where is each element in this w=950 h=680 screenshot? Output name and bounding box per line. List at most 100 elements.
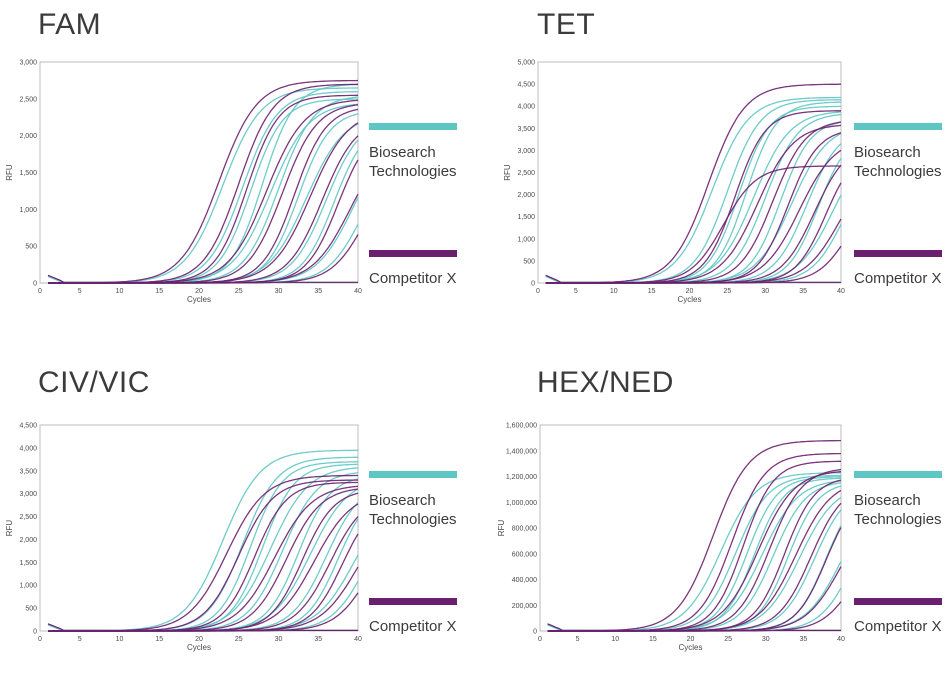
x-axis-label: Cycles [187,295,211,304]
competitor-curve [48,485,359,632]
biosearch-curve [545,194,842,284]
x-tick-label: 20 [195,636,203,643]
y-tick-label: 4,500 [19,423,37,430]
biosearch-curve [48,96,359,284]
x-tick-label: 35 [799,288,807,295]
x-tick-label: 5 [576,636,580,643]
y-tick-label: 800,000 [512,526,537,533]
x-tick-label: 25 [723,288,731,295]
biosearch-curve [48,467,359,632]
legend-label-competitor: Competitor X [369,270,457,287]
x-tick-label: 40 [354,288,362,295]
legend-swatch-competitor [854,598,942,605]
biosearch-curve [545,105,841,284]
y-tick-label: 400,000 [512,577,537,584]
y-tick-label: 0 [33,281,37,288]
competitor-curve [48,99,359,284]
y-tick-label: 4,000 [19,445,37,452]
y-tick-label: 0 [533,629,537,636]
y-tick-label: 3,000 [517,148,535,155]
competitor-curve [545,182,842,284]
x-tick-label: 20 [195,288,203,295]
y-tick-label: 500 [25,606,37,613]
y-tick-label: 5,000 [517,60,535,67]
legend-label-biosearch: Biosearch Technologies [854,492,942,528]
x-tick-label: 35 [314,288,322,295]
y-tick-label: 1,400,000 [506,448,537,455]
competitor-curve [48,94,358,284]
chart-civ-vic: 0 500 1,000 1,500 2,000 2,500 3,000 3,500 4,000 4… [5,423,362,653]
x-tick-label: 35 [799,636,807,643]
x-tick-label: 0 [538,636,542,643]
y-tick-label: 200,000 [512,603,537,610]
legend-label-competitor: Competitor X [854,618,942,635]
x-tick-label: 5 [574,288,578,295]
y-axis-label: RFU [503,164,512,181]
legend-label-biosearch: Biosearch Technologies [854,144,942,180]
chart-fam: 0 500 1,000 1,500 2,000 2,500 3,000 0 5 10 15 20 25 3… [5,60,362,305]
y-tick-label: 3,500 [517,126,535,133]
x-tick-label: 20 [687,636,695,643]
competitor-curve [545,110,841,284]
legend-swatch-biosearch [854,123,942,130]
x-tick-label: 10 [611,636,619,643]
competitor-curve [545,132,842,284]
x-tick-label: 30 [762,636,770,643]
competitor-curve [547,489,842,632]
biosearch-curve [48,150,359,284]
x-tick-label: 15 [649,636,657,643]
y-tick-label: 2,500 [517,170,535,177]
biosearch-curve [547,477,841,632]
competitor-curve [48,566,359,632]
legend-swatch-competitor [854,250,942,257]
y-tick-label: 1,000 [19,583,37,590]
x-tick-label: 40 [837,636,845,643]
y-tick-label: 1,500 [19,560,37,567]
y-tick-label: 1,000,000 [506,500,537,507]
legend-swatch-biosearch [369,123,457,130]
biosearch-curve [48,488,359,632]
x-tick-label: 35 [314,636,322,643]
competitor-curve [48,488,359,632]
x-tick-label: 10 [116,288,124,295]
biosearch-curve [48,98,359,284]
x-tick-label: 25 [235,636,243,643]
y-tick-label: 500 [25,244,37,251]
x-tick-label: 20 [686,288,694,295]
legend-swatch-competitor [369,250,457,257]
chart-title: HEX/NED [537,366,674,399]
chart-tet: 0 500 1,000 1,500 2,000 2,500 3,000 3,500 4,000 4… [503,60,845,305]
legend-swatch-biosearch [369,471,457,478]
x-tick-label: 30 [275,636,283,643]
y-tick-label: 2,000 [517,192,535,199]
y-tick-label: 2,500 [19,96,37,103]
x-tick-label: 0 [38,636,42,643]
y-tick-label: 0 [33,629,37,636]
x-tick-label: 40 [354,636,362,643]
x-tick-label: 0 [536,288,540,295]
x-tick-label: 0 [38,288,42,295]
legend-label-biosearch: Biosearch Technologies [369,144,457,180]
biosearch-curve [547,480,842,632]
x-tick-label: 5 [78,636,82,643]
y-axis-label: RFU [5,164,14,181]
competitor-curve [547,479,842,632]
biosearch-curve [48,463,359,632]
y-tick-label: 2,000 [19,537,37,544]
legend-swatch-competitor [369,598,457,605]
x-tick-label: 5 [78,288,82,295]
competitor-curve [547,468,842,632]
x-tick-label: 15 [155,636,163,643]
x-tick-label: 10 [116,636,124,643]
legend-label-competitor: Competitor X [369,618,457,635]
x-tick-label: 10 [610,288,618,295]
x-axis-label: Cycles [678,643,702,652]
biosearch-curve [547,482,842,632]
y-tick-label: 1,500 [19,170,37,177]
y-tick-label: 2,500 [19,514,37,521]
y-axis-label: RFU [5,520,14,537]
y-tick-label: 3,500 [19,468,37,475]
biosearch-curve [545,111,842,284]
y-tick-label: 4,000 [517,104,535,111]
y-tick-label: 1,000 [517,236,535,243]
